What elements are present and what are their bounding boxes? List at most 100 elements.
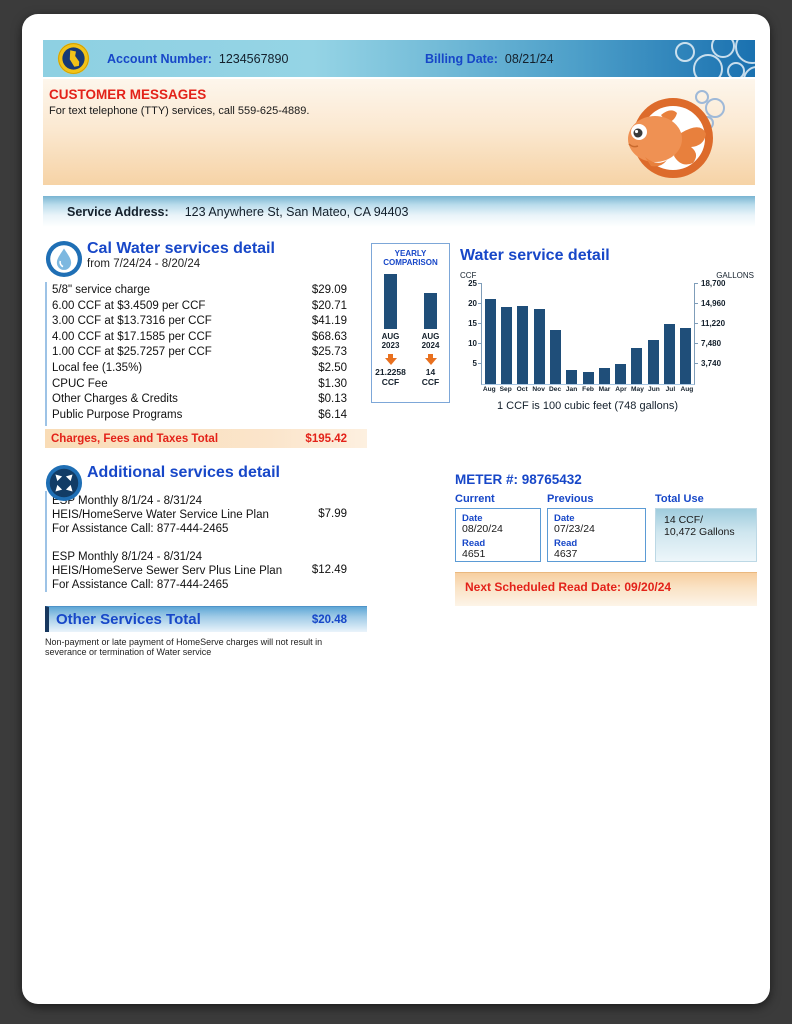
billing-date-group: Billing Date: 08/21/24 [425, 40, 554, 77]
chart-plot [478, 283, 698, 385]
y-axis-tick-label: 20 [468, 299, 477, 308]
previous-column-header: Previous [547, 493, 594, 505]
month-label: Dec [549, 386, 562, 393]
service-line-item: 3.00 CCF at $13.7316 per CCF $41.19 [52, 314, 367, 330]
plan-amount: $7.99 [318, 508, 347, 520]
month-bar [615, 364, 627, 384]
service-line-item: Other Charges & Credits $0.13 [52, 392, 367, 408]
goldfish-illustration [628, 90, 725, 178]
water-service-chart-section: Water service detail CCF GALLONS 5 10 15 20… [460, 247, 756, 412]
month-label: Nov [532, 386, 545, 393]
other-services-total-label: Other Services Total [56, 611, 201, 628]
customer-messages-panel: CUSTOMER MESSAGES For text telephone (TT… [43, 79, 755, 185]
meter-section: METER #: 98765432 Current Previous Total… [455, 472, 757, 607]
total-use-column-header: Total Use [655, 493, 704, 505]
gallons-tick-label: 18,700 [701, 279, 726, 288]
service-line-item: CPUC Fee $1.30 [52, 377, 367, 393]
chart-plot-area: 5 10 15 20 25 3,740 7,480 11,220 14,960 18,700 [460, 279, 756, 385]
service-line-amount: $1.30 [318, 377, 347, 390]
month-label: May [631, 386, 644, 393]
month-bar [517, 306, 529, 384]
additional-service-item: ESP Monthly 8/1/24 - 8/31/24 HEIS/HomeSer… [52, 550, 367, 592]
additional-service-item: ESP Monthly 8/1/24 - 8/31/24 HEIS/HomeSer… [52, 494, 367, 536]
billing-date-label: Billing Date: [425, 51, 498, 66]
down-arrow-icon [384, 354, 397, 365]
month-label: Apr [615, 386, 627, 393]
esp-period-line: ESP Monthly 8/1/24 - 8/31/24 [52, 495, 203, 507]
service-line-label: Local fee (1.35%) [52, 361, 143, 374]
customer-messages-body: For text telephone (TTY) services, call … [49, 105, 310, 117]
service-line-item: 4.00 CCF at $17.1585 per CCF $68.63 [52, 330, 367, 346]
additional-services-section: Additional services detail ESP Monthly 8… [45, 464, 367, 657]
services-detail-period: from 7/24/24 - 8/20/24 [87, 258, 201, 270]
gallons-tick-label: 7,480 [701, 339, 722, 348]
service-line-label: Other Charges & Credits [52, 393, 178, 406]
total-use-ccf: 14 CCF/ [664, 514, 704, 526]
service-line-label: 1.00 CCF at $25.7257 per CCF [52, 346, 212, 359]
comparison-value: 21.2258 CCF [375, 367, 406, 387]
month-bar [500, 307, 512, 384]
month-bar [664, 324, 676, 384]
total-use-gallons: 10,472 Gallons [664, 526, 735, 538]
y-axis-tick-label: 15 [468, 319, 477, 328]
billing-date-value: 08/21/24 [504, 51, 554, 66]
comparison-bar [424, 293, 437, 329]
month-label: Feb [582, 386, 594, 393]
previous-date-label: Date [554, 513, 575, 524]
month-bar [484, 299, 496, 384]
service-address-label: Service Address: [67, 204, 169, 219]
y-axis-tick-label: 5 [472, 359, 477, 368]
account-number-label: Account Number: [107, 51, 212, 66]
current-date-label: Date [462, 513, 483, 524]
service-line-item: Local fee (1.35%) $2.50 [52, 361, 367, 377]
service-line-amount: $0.13 [318, 393, 347, 406]
gallons-tick-label: 3,740 [701, 359, 722, 368]
month-bar [631, 348, 643, 384]
previous-date-value: 07/23/24 [554, 523, 595, 535]
plan-amount: $12.49 [311, 564, 347, 576]
account-number-group: Account Number: 1234567890 [107, 40, 288, 77]
chart-yticks-right: 3,740 7,480 11,220 14,960 18,700 [694, 279, 754, 384]
chart-yticks-left: 5 10 15 20 25 [460, 279, 480, 384]
month-label: Sep [499, 386, 512, 393]
service-line-label: Public Purpose Programs [52, 408, 183, 421]
other-services-total-row: Other Services Total $20.48 [45, 606, 367, 632]
next-scheduled-read-bar: Next Scheduled Read Date: 09/20/24 [455, 572, 757, 606]
month-bar [647, 340, 659, 384]
service-line-label: 6.00 CCF at $3.4509 per CCF [52, 299, 206, 312]
meter-number-title: METER #: 98765432 [455, 472, 582, 487]
comparison-category: AUG 2023 [381, 332, 400, 350]
service-line-item: Public Purpose Programs $6.14 [52, 408, 367, 424]
service-line-label: 5/8" service charge [52, 284, 151, 296]
y-axis-tick-label: 25 [468, 279, 477, 288]
services-detail-title: Cal Water services detail [87, 240, 275, 257]
current-read-box: Date 08/20/24 Read 4651 [455, 508, 541, 562]
service-line-amount: $41.19 [311, 315, 347, 328]
plan-name-line: HEIS/HomeServe Water Service Line Plan [52, 509, 269, 521]
service-line-label: 4.00 CCF at $17.1585 per CCF [52, 330, 212, 343]
charges-total-label: Charges, Fees and Taxes Total [51, 432, 219, 445]
month-label: Jul [665, 386, 676, 393]
month-label: Oct [516, 386, 528, 393]
services-items: 5/8" service charge $29.09 6.00 CCF at $3.… [45, 282, 367, 427]
month-label: Aug [680, 386, 694, 393]
yearly-comparison-title: YEARLY COMPARISON [383, 249, 438, 267]
left-axis-unit: CCF [460, 271, 477, 280]
service-line-item: 5/8" service charge $29.09 [52, 283, 367, 299]
current-date-value: 08/20/24 [462, 523, 503, 535]
cal-water-logo-icon [57, 42, 90, 75]
other-services-total-amount: $20.48 [311, 613, 347, 626]
current-read-label: Read [462, 538, 486, 549]
assistance-line: For Assistance Call: 877-444-2465 [52, 523, 229, 535]
service-line-label: 3.00 CCF at $13.7316 per CCF [52, 315, 212, 328]
axis-unit-row: CCF GALLONS [460, 271, 756, 280]
esp-period-line: ESP Monthly 8/1/24 - 8/31/24 [52, 551, 203, 563]
gallons-tick-label: 14,960 [701, 299, 726, 308]
current-read-value: 4651 [462, 548, 486, 560]
previous-read-value: 4637 [554, 548, 578, 560]
comparison-category: AUG 2024 [421, 332, 440, 350]
service-address-value: 123 Anywhere St, San Mateo, CA 94403 [184, 204, 409, 219]
month-bar [582, 372, 594, 384]
service-line-amount: $20.71 [311, 299, 347, 312]
yearly-bars [372, 271, 449, 329]
